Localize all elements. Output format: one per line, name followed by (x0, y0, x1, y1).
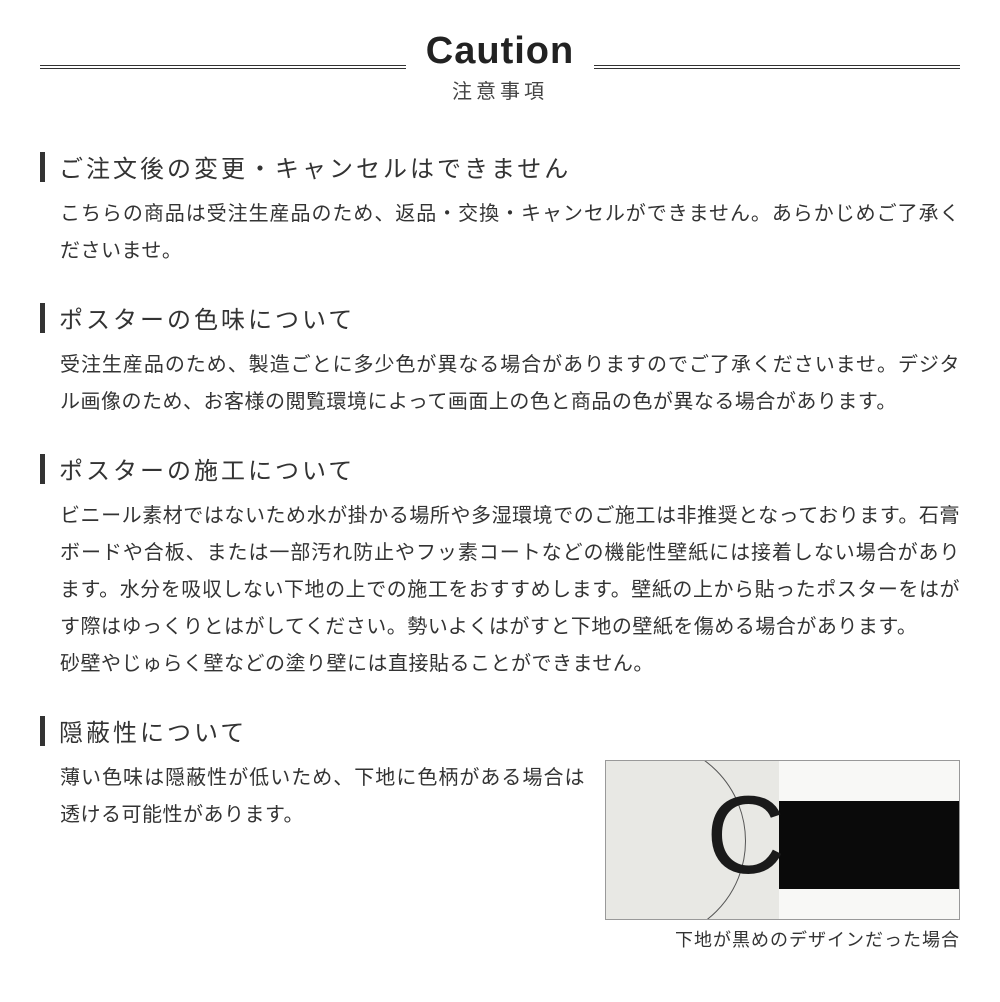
header-title: Caution 注意事項 (406, 30, 594, 104)
section-body: こちらの商品は受注生産品のため、返品・交換・キャンセルができません。あらかじめご… (40, 196, 960, 270)
section-body: ビニール素材ではないため水が掛かる場所や多湿環境でのご施工は非推奨となっておりま… (40, 498, 960, 683)
section-title: ポスターの色味について (40, 300, 960, 335)
section-bar-icon (40, 152, 45, 182)
header-title-en: Caution (426, 30, 574, 73)
opacity-figure: C 下地が黒めのデザインだった場合 (605, 760, 960, 952)
section-order-change: ご注文後の変更・キャンセルはできません こちらの商品は受注生産品のため、返品・交… (40, 149, 960, 270)
section-title: ポスターの施工について (40, 451, 960, 486)
opacity-caption: 下地が黒めのデザインだった場合 (605, 926, 960, 952)
section-body: 受注生産品のため、製造ごとに多少色が異なる場合がありますのでご了承くださいませ。… (40, 347, 960, 421)
section-application: ポスターの施工について ビニール素材ではないため水が掛かる場所や多湿環境でのご施… (40, 451, 960, 683)
opacity-right-bottom (779, 889, 959, 919)
opacity-right-black (779, 801, 959, 891)
header: Caution 注意事項 (40, 30, 960, 104)
caution-panel: Caution 注意事項 ご注文後の変更・キャンセルはできません こちらの商品は… (0, 0, 1000, 1002)
header-rule-left (40, 65, 406, 69)
opacity-letter: C (706, 781, 785, 891)
section-bar-icon (40, 454, 45, 484)
section-bar-icon (40, 716, 45, 746)
section-title-text: 隠蔽性について (59, 713, 247, 748)
section-title: ご注文後の変更・キャンセルはできません (40, 149, 960, 184)
header-title-jp: 注意事項 (426, 75, 574, 104)
section-body: 薄い色味は隠蔽性が低いため、下地に色柄がある場合は透ける可能性があります。 (40, 760, 585, 834)
opacity-sample-image: C (605, 760, 960, 920)
section-title-text: ポスターの色味について (59, 300, 355, 335)
section-title-text: ポスターの施工について (59, 451, 355, 486)
header-rule-right (594, 65, 960, 69)
section-title-text: ご注文後の変更・キャンセルはできません (59, 149, 571, 184)
opacity-right-top (779, 761, 959, 801)
section-title: 隠蔽性について (40, 713, 960, 748)
section-color: ポスターの色味について 受注生産品のため、製造ごとに多少色が異なる場合があります… (40, 300, 960, 421)
section-bar-icon (40, 303, 45, 333)
section-opacity: 隠蔽性について 薄い色味は隠蔽性が低いため、下地に色柄がある場合は透ける可能性が… (40, 713, 960, 952)
